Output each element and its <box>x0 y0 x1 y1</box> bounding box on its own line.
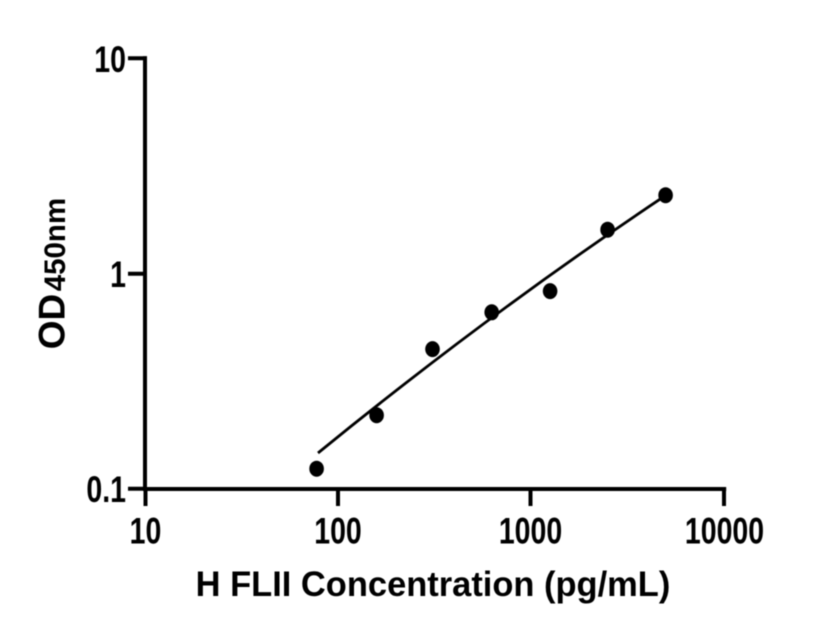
svg-text:1: 1 <box>110 253 126 294</box>
svg-text:450nm: 450nm <box>39 198 72 291</box>
svg-text:10: 10 <box>130 510 162 551</box>
svg-text:1000: 1000 <box>499 510 562 551</box>
svg-text:0.1: 0.1 <box>86 469 126 510</box>
svg-text:100: 100 <box>314 510 362 551</box>
svg-text:H FLII Concentration (pg/mL): H FLII Concentration (pg/mL) <box>196 566 671 604</box>
svg-text:10: 10 <box>94 39 126 80</box>
svg-text:OD: OD <box>32 294 73 350</box>
svg-text:10000: 10000 <box>685 510 764 551</box>
